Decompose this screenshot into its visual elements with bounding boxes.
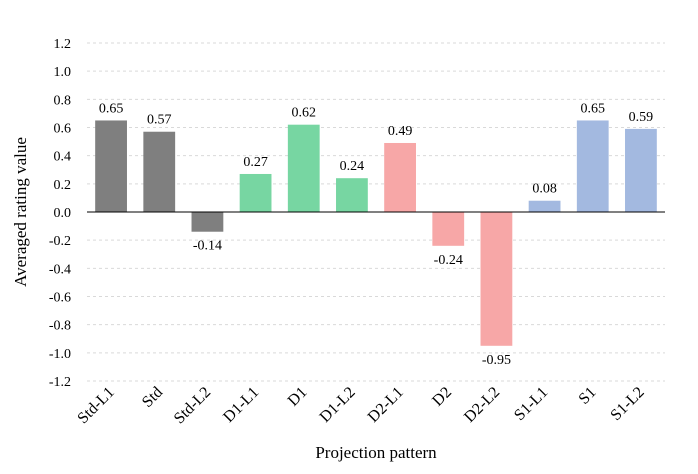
y-tick-label: -1.2 (49, 375, 71, 390)
bar-std-l2 (191, 212, 224, 232)
data-label: 0.27 (243, 155, 268, 170)
data-labels: 0.65 0.57 -0.14 0.27 0.62 0.24 0.49 -0.24 -0.95 0… (99, 101, 653, 367)
x-tick-label: D1-L2 (317, 384, 359, 426)
x-tick-label: S1 (576, 384, 600, 408)
data-label: 0.65 (99, 101, 124, 116)
bar-s1-l2 (625, 128, 657, 212)
bar-d1-l2 (336, 178, 368, 212)
gridlines (87, 42, 665, 382)
bar-d1 (287, 124, 320, 212)
x-tick-label: D2-L1 (365, 384, 407, 426)
data-label: -0.24 (434, 253, 463, 268)
data-label: 0.24 (340, 159, 365, 174)
data-label: 0.49 (388, 124, 413, 139)
data-label: 0.59 (629, 110, 654, 125)
bar-d1-l1 (239, 173, 272, 212)
x-tick-label: Std (139, 384, 166, 411)
y-tick-labels: 1.2 1.0 0.8 0.6 0.4 0.2 0.0 -0.2 -0.4 -0.6 -0.8 -1.… (49, 37, 71, 390)
y-tick-label: 0.2 (54, 178, 72, 193)
bar-std (143, 131, 176, 212)
x-tick-labels: Std-L1 Std Std-L2 D1-L1 D1 D1-L2 D2-L1 D2 D2-L2 S… (74, 384, 647, 427)
y-tick-label: 0.0 (54, 206, 72, 221)
bar-std-l1 (95, 120, 127, 212)
data-label: 0.57 (147, 113, 172, 128)
x-tick-label: D1 (285, 384, 311, 410)
data-label: 0.08 (532, 182, 557, 197)
x-axis-title: Projection pattern (315, 443, 437, 462)
bars (95, 120, 657, 346)
y-tick-label: -0.2 (49, 234, 71, 249)
x-tick-label: Std-L1 (74, 384, 117, 427)
y-tick-label: 0.6 (54, 122, 72, 137)
data-label: -0.14 (193, 239, 222, 254)
data-label: -0.95 (482, 353, 511, 368)
y-tick-label: -0.4 (49, 262, 71, 277)
y-tick-label: -1.0 (49, 347, 71, 362)
y-tick-label: -0.8 (49, 319, 71, 334)
bar-d2-l1 (384, 142, 416, 212)
x-tick-label: S1-L1 (511, 384, 551, 424)
data-label: 0.62 (292, 106, 317, 121)
bar-s1 (576, 120, 609, 212)
x-tick-label: Std-L2 (171, 384, 214, 427)
x-tick-label: D2 (429, 384, 455, 410)
x-tick-label: D1-L1 (220, 384, 262, 426)
y-tick-label: 0.4 (54, 150, 72, 165)
bar-s1-l1 (528, 200, 561, 212)
x-tick-label: D2-L2 (461, 384, 503, 426)
y-tick-label: -0.6 (49, 291, 71, 306)
y-tick-label: 1.2 (54, 37, 72, 52)
y-tick-label: 1.0 (54, 65, 72, 80)
x-tick-label: S1-L2 (607, 384, 647, 424)
y-axis-title: Averaged rating value (11, 137, 30, 287)
bar-d2-l2 (480, 212, 513, 346)
y-tick-label: 0.8 (54, 93, 72, 108)
data-label: 0.65 (581, 101, 606, 116)
bar-d2 (432, 212, 465, 246)
